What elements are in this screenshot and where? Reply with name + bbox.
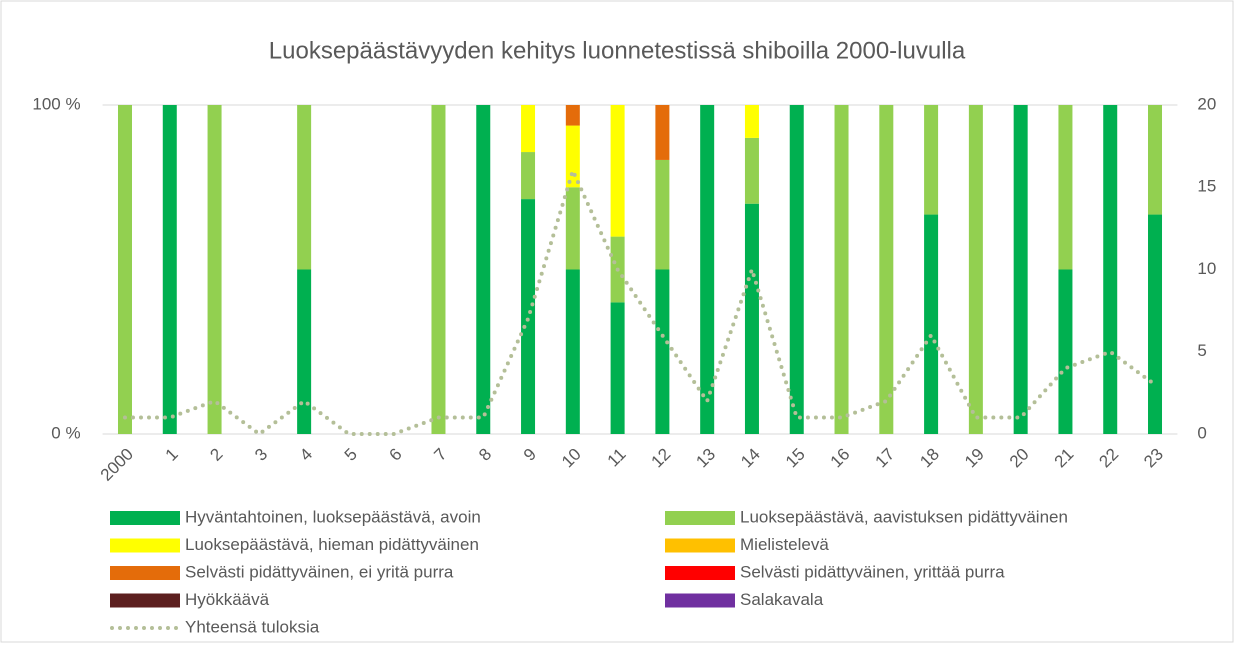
bar-segment [968,105,983,434]
bar-segment [744,105,759,138]
y2-tick-label: 15 [1197,177,1216,196]
legend-swatch [665,593,735,608]
bar-segment [1103,105,1118,434]
bar-segment [117,105,132,434]
bar-segment [655,159,670,270]
legend-swatch [665,538,735,553]
bar-segment [834,105,849,434]
legend-swatch [665,511,735,525]
bar-segment [1058,105,1073,270]
bar-segment [924,214,939,434]
legend-label: Mielistelevä [740,535,829,554]
y-tick-label: 100 % [32,94,80,113]
bar-segment [1148,105,1163,215]
legend-label: Luoksepäästävä, aavistuksen pidättyväine… [740,507,1068,526]
y2-tick-label: 5 [1197,341,1206,360]
bar-segment [744,203,759,434]
legend-label: Selvästi pidättyväinen, yrittää purra [740,562,1005,581]
bar-segment [1058,269,1073,434]
legend-swatch [110,566,180,580]
y2-tick-label: 20 [1197,94,1216,113]
bar-segment [162,105,177,434]
bar-segment [521,105,536,153]
bar-segment [565,269,580,434]
bar-segment [744,137,759,204]
y2-tick-label: 10 [1197,259,1216,278]
legend-label: Yhteensä tuloksia [185,617,320,636]
bar-segment [610,105,625,237]
bar-segment [431,105,446,434]
y2-tick-label: 0 [1197,423,1206,442]
bar-segment [655,269,670,434]
bar-segment [521,199,536,434]
bar-segment [297,105,312,270]
legend-swatch [110,593,180,608]
bar-segment [1013,105,1028,434]
bar-segment [207,105,222,434]
bar-segment [565,125,580,188]
bar-segment [610,302,625,434]
y-tick-label: 0 % [51,423,80,442]
bar-segment [476,105,491,434]
total-line [122,165,1158,437]
chart-title: Luoksepäästävyyden kehitys luonnetestiss… [269,37,966,64]
bar-segment [789,105,804,434]
bar-segment [655,105,670,160]
bar-segment [924,105,939,215]
legend-swatch [110,511,180,525]
bar-segment [700,105,715,434]
bar-segment [297,269,312,434]
bar-segment [565,105,580,126]
legend-label: Luoksepäästävä, hieman pidättyväinen [185,535,479,554]
legend-label: Hyväntahtoinen, luoksepäästävä, avoin [185,507,481,526]
bar-segment [521,152,536,200]
legend-swatch [110,538,180,553]
legend-label: Selvästi pidättyväinen, ei yritä purra [185,562,454,581]
bar-segment [879,105,894,434]
legend-label: Hyökkäävä [185,590,270,609]
legend-label: Salakavala [740,590,824,609]
bar-segment [565,187,580,270]
legend-swatch [665,566,735,580]
bar-segment [1148,214,1163,434]
